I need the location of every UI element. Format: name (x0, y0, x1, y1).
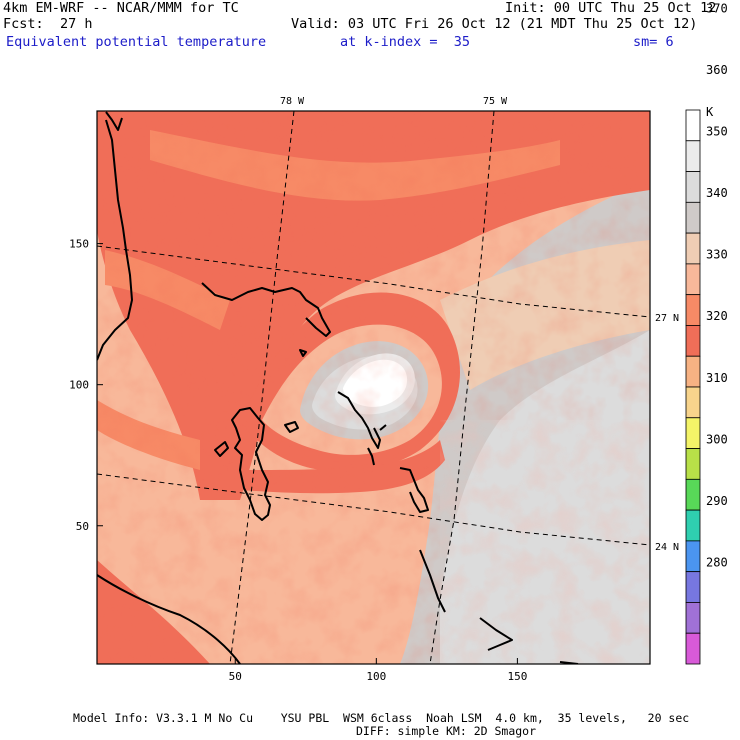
meridian-label-78w: 78 W (280, 96, 305, 107)
valid-time: Valid: 03 UTC Fri 26 Oct 12 (21 MDT Thu … (291, 16, 698, 32)
meridian-label-75w: 75 W (483, 96, 508, 107)
plot-frame (96, 110, 651, 665)
colorbar-swatch (685, 294, 701, 326)
parallel-label-27n: 27 N (655, 313, 679, 324)
init-time: Init: 00 UTC Thu 25 Oct 12 (505, 0, 717, 16)
colorbar-swatch (685, 571, 701, 603)
colorbar-swatch (685, 109, 701, 142)
x-tick-label: 50 (229, 670, 242, 683)
x-tick-label: 150 (507, 670, 527, 683)
colorbar-swatch (685, 201, 701, 234)
y-tick-label: 150 (69, 238, 89, 251)
x-tick-label: 100 (366, 670, 386, 683)
colorbar-label: 330 (706, 248, 728, 262)
parallel-label-24n: 24 N (655, 542, 679, 553)
colorbar-swatch (685, 602, 701, 634)
colorbar-swatch (685, 325, 701, 357)
smoothing-info: sm= 6 (633, 34, 674, 50)
colorbar-swatch (685, 171, 701, 203)
colorbar-label: 340 (706, 186, 728, 200)
colorbar-swatch (685, 448, 701, 480)
level-info: at k-index = 35 (340, 34, 471, 50)
colorbar-unit: K (706, 105, 714, 119)
colorbar-swatch (685, 478, 701, 511)
colorbar-swatch (685, 386, 701, 419)
model-info: Model Info: V3.3.1 M No Cu YSU PBL WSM 6… (73, 711, 690, 725)
colorbar-label: 370 (706, 1, 728, 15)
theta-e-field (97, 111, 650, 664)
y-tick-label: 50 (76, 520, 89, 533)
colorbar-label: 350 (706, 125, 728, 139)
colorbar-label: 290 (706, 494, 728, 508)
colorbar-label: 310 (706, 371, 728, 385)
colorbar-swatch (685, 140, 701, 172)
colorbar-label: 320 (706, 309, 728, 323)
colorbar-label: 280 (706, 555, 728, 569)
colorbar-swatch (685, 232, 701, 265)
colorbar: 280 290 300 310 320 330 340 350 360 370 (685, 1, 728, 665)
colorbar-label: 300 (706, 432, 728, 446)
model-title: 4km EM-WRF -- NCAR/MMM for TC (3, 0, 239, 16)
colorbar-swatch (685, 355, 701, 388)
graticule (97, 111, 650, 664)
coastlines (97, 111, 579, 664)
x-axis: 50 100 150 (229, 658, 527, 683)
forecast-hour: 27 h (60, 16, 93, 32)
colorbar-swatch (685, 417, 701, 449)
diff-info: DIFF: simple KM: 2D Smagor (356, 724, 537, 738)
field-name: Equivalent potential temperature (6, 34, 267, 50)
colorbar-swatch (685, 632, 701, 665)
y-axis: 50 100 150 (69, 238, 103, 533)
colorbar-swatch (685, 263, 701, 296)
colorbar-swatch (685, 509, 701, 542)
colorbar-swatch (685, 540, 701, 573)
y-tick-label: 100 (69, 379, 89, 392)
colorbar-label: 360 (706, 63, 728, 77)
forecast-label: Fcst: (3, 16, 44, 32)
